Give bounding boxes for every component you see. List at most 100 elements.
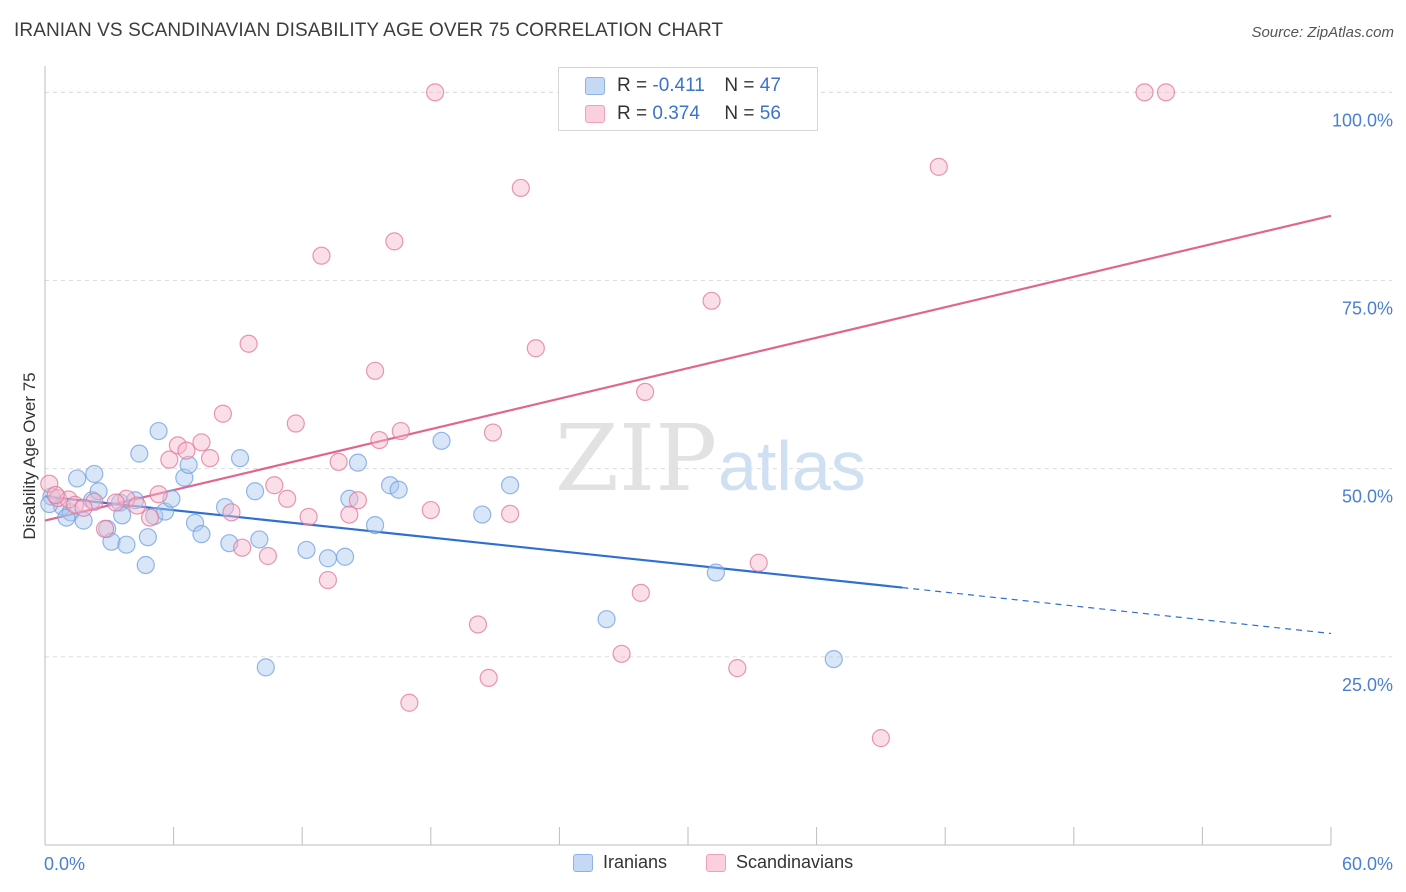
point-scandinavians: [425, 83, 445, 102]
point-scandinavians: [348, 491, 368, 510]
chart-title: IRANIAN VS SCANDINAVIAN DISABILITY AGE O…: [14, 20, 724, 41]
point-scandinavians: [286, 414, 305, 433]
point-scandinavians: [168, 436, 187, 455]
axes: [44, 66, 1332, 846]
watermark-atlas: atlas: [718, 427, 866, 505]
legend-n-label: N =: [724, 75, 760, 96]
point-scandinavians: [511, 178, 530, 198]
point-scandinavians: [258, 546, 278, 566]
point-scandinavians: [200, 449, 220, 468]
point-scandinavians: [192, 433, 211, 452]
point-iranians: [824, 649, 843, 669]
point-scandinavians: [340, 505, 359, 524]
trend-line-iranians-extension: [902, 586, 1332, 635]
legend-n-label: N =: [724, 103, 760, 124]
point-scandinavians: [728, 659, 747, 678]
point-scandinavians: [117, 489, 136, 508]
point-iranians: [706, 563, 725, 582]
point-scandinavians: [871, 729, 891, 748]
point-iranians: [136, 555, 155, 575]
point-scandinavians: [85, 492, 104, 511]
point-iranians: [380, 476, 400, 495]
y-tick-label: 50.0%: [1342, 487, 1393, 507]
tick-labels: 25.0% 50.0% 75.0% 100.0% 0.0% 60.0%: [44, 110, 1393, 874]
point-scandinavians: [391, 421, 410, 441]
watermark-zip: ZIP: [555, 405, 717, 512]
source-label: Source: ZipAtlas.com: [1251, 24, 1394, 41]
point-scandinavians: [483, 423, 503, 442]
legend-r-value: 0.374: [652, 103, 700, 124]
point-iranians: [89, 482, 108, 501]
trend-lines: [44, 214, 1332, 635]
y-axis-label: Disability Age Over 75: [20, 372, 39, 539]
point-scandinavians: [278, 489, 297, 508]
series-label-scandinavians: Scandinavians: [736, 852, 854, 872]
legend-row-iranians: R = -0.411 N = 47: [585, 74, 781, 98]
point-iranians: [335, 547, 355, 566]
point-scandinavians: [612, 644, 631, 663]
point-iranians: [138, 528, 157, 547]
point-iranians: [192, 525, 211, 544]
legend-swatch-scandinavians: [585, 105, 605, 123]
point-iranians: [318, 549, 338, 568]
series-swatch-iranians: [573, 853, 593, 872]
y-tick-label: 100.0%: [1332, 110, 1393, 130]
point-scandinavians: [149, 485, 168, 504]
x-tick-label: 60.0%: [1342, 854, 1393, 874]
point-iranians: [432, 431, 451, 450]
point-iranians: [230, 449, 250, 468]
trend-line-iranians: [44, 495, 903, 589]
point-scandinavians: [929, 157, 948, 176]
point-scandinavians: [40, 474, 59, 493]
point-scandinavians: [106, 493, 125, 512]
point-scandinavians: [636, 382, 655, 402]
point-iranians: [245, 482, 265, 501]
point-scandinavians: [702, 291, 721, 310]
y-tick-label: 25.0%: [1342, 675, 1393, 695]
point-scandinavians: [526, 339, 545, 358]
point-scandinavians: [365, 361, 385, 380]
point-iranians: [68, 469, 87, 488]
point-iranians: [389, 480, 408, 499]
point-iranians: [117, 535, 136, 554]
point-scandinavians: [1156, 83, 1176, 102]
point-scandinavians: [265, 476, 284, 495]
point-iranians: [365, 516, 385, 535]
point-scandinavians: [749, 553, 768, 572]
point-scandinavians: [468, 615, 488, 634]
point-scandinavians: [160, 450, 179, 469]
point-iranians: [74, 511, 93, 530]
point-scandinavians: [400, 693, 419, 712]
point-iranians: [185, 513, 205, 532]
point-iranians: [348, 453, 368, 472]
point-scandinavians: [233, 538, 252, 557]
point-iranians: [297, 540, 316, 560]
correlation-legend: R = -0.411 N = 47 R = 0.374 N = 56: [558, 67, 818, 131]
point-scandinavians: [1135, 83, 1154, 102]
point-iranians: [179, 455, 198, 475]
point-scandinavians: [501, 504, 520, 523]
series-label-iranians: Iranians: [603, 852, 668, 872]
legend-r-value: -0.411: [652, 75, 705, 96]
point-scandinavians: [479, 668, 498, 688]
point-iranians: [473, 505, 492, 524]
watermark: ZIP atlas: [555, 405, 866, 512]
series-swatch-scandinavians: [706, 853, 726, 872]
x-tick-label: 0.0%: [44, 854, 85, 874]
point-iranians: [250, 530, 269, 549]
point-scandinavians: [46, 485, 65, 505]
legend-r-label: R =: [617, 103, 653, 124]
point-iranians: [501, 476, 520, 495]
point-scandinavians: [128, 496, 147, 515]
point-iranians: [256, 658, 275, 677]
point-iranians: [597, 610, 616, 629]
point-iranians: [130, 444, 149, 463]
point-iranians: [85, 464, 104, 484]
point-scandinavians: [318, 570, 338, 590]
point-scandinavians: [312, 246, 331, 265]
point-scandinavians: [421, 500, 440, 520]
point-scandinavians: [95, 519, 115, 538]
legend-r-label: R =: [617, 75, 653, 96]
series-legend-scandinavians: Scandinavians: [706, 852, 853, 873]
